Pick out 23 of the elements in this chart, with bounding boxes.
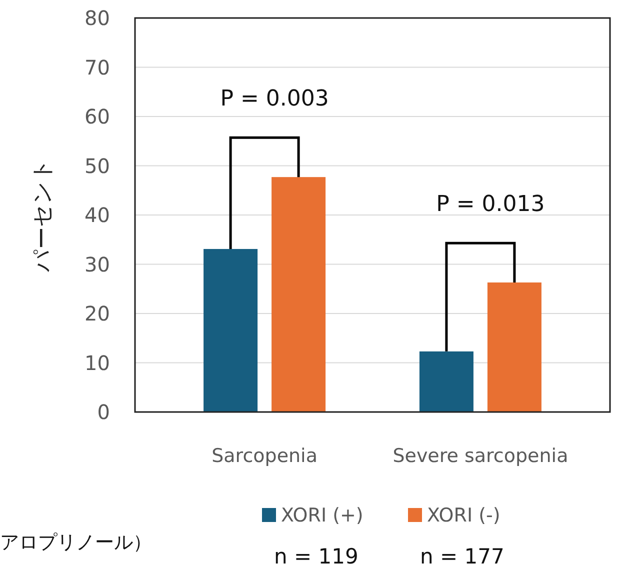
y-tick-label: 40 — [84, 203, 110, 227]
text: n = 177 — [420, 544, 504, 568]
legend-label: XORI (-) — [427, 504, 500, 527]
y-tick-label: 80 — [84, 6, 110, 30]
bar — [487, 282, 542, 412]
x-tick-label: Severe sarcopenia — [392, 445, 568, 467]
y-tick-label: 50 — [84, 154, 110, 178]
annotation: P = 0.013 — [436, 192, 545, 218]
y-tick-label: 10 — [84, 350, 110, 375]
y-tick-label: 20 — [84, 302, 110, 326]
y-tick-label: 30 — [84, 252, 110, 276]
y-axis-title: パーセント — [30, 158, 56, 273]
bar — [419, 351, 474, 412]
y-tick-label: 70 — [84, 55, 110, 80]
bar — [204, 248, 258, 412]
x-tick-label: Sarcopenia — [212, 445, 318, 467]
text: n = 119 — [274, 544, 358, 568]
text: アロプリノール） — [0, 532, 152, 554]
annotation: P = 0.003 — [220, 86, 329, 112]
y-tick-label: 60 — [84, 104, 110, 128]
legend-label: XORI (+) — [281, 504, 364, 527]
bar — [272, 177, 326, 412]
y-tick-label: 0 — [97, 400, 110, 424]
